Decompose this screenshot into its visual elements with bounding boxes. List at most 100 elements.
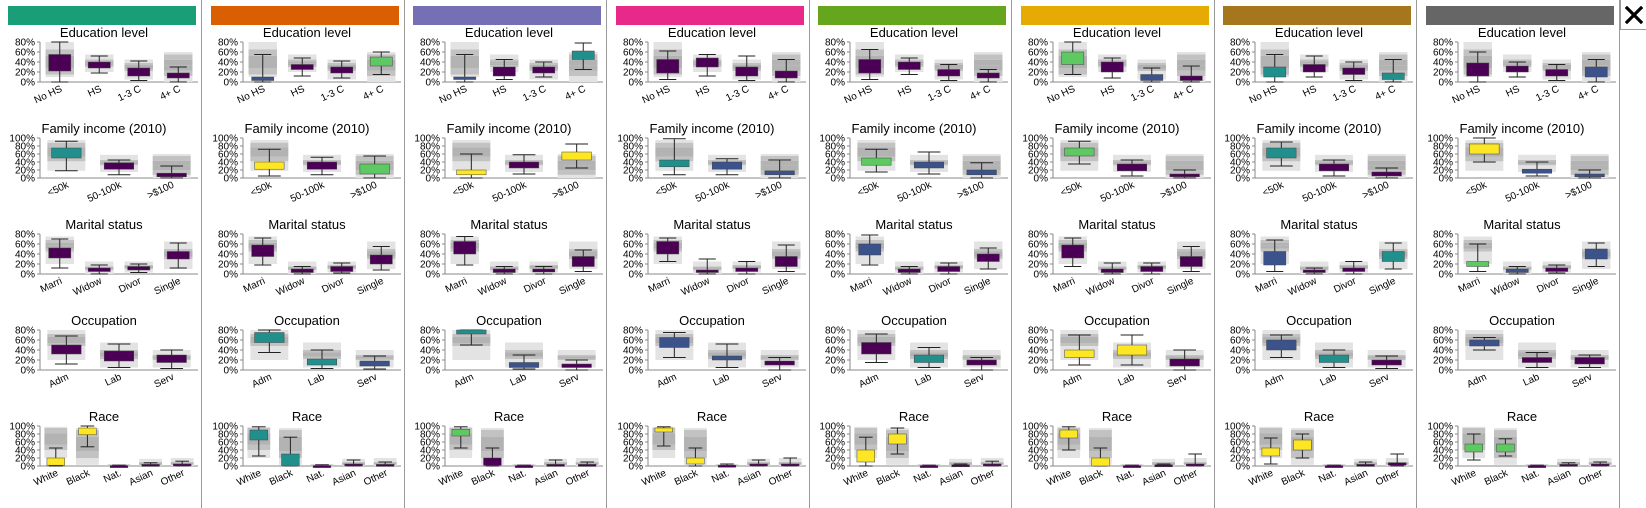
chart-1: Family income (2010) 0%20%40%60%80%100% <5… — [819, 121, 1008, 205]
x-tick-label: Black — [1280, 467, 1308, 488]
y-tick-label: 80% — [1432, 142, 1452, 153]
box-Black — [1495, 438, 1515, 457]
box-HS — [897, 57, 921, 75]
box-White — [46, 447, 65, 467]
y-tick-label: 40% — [1230, 250, 1250, 261]
box-Lab — [306, 349, 337, 369]
y-tick-label: 40% — [825, 446, 845, 457]
box-Lab — [711, 343, 742, 368]
chart-0: Education level 0%20%40%60%80% No HS HS 1-3 … — [1230, 25, 1413, 106]
x-tick-label: Marri — [849, 276, 874, 296]
chart-title: Occupation — [679, 313, 745, 328]
y-tick-label: 60% — [622, 438, 642, 449]
close-button[interactable] — [1620, 0, 1646, 30]
y-tick-label: 20% — [622, 68, 642, 79]
x-tick-label: 1-3 C — [724, 84, 751, 104]
x-tick-label: 4+ C — [766, 84, 790, 103]
y-tick-label: 80% — [15, 326, 35, 337]
y-tick-label: 80% — [15, 230, 35, 241]
y-tick-label: 0% — [831, 462, 846, 473]
box-Nat. — [514, 464, 534, 468]
y-tick-label: 40% — [825, 158, 845, 169]
chart-4: Race 0%20%40%60%80%100% White Black Nat. Asia… — [9, 409, 198, 489]
box-White — [856, 436, 875, 467]
y-tick-label: 60% — [622, 336, 642, 347]
y-tick-label: 40% — [1230, 446, 1250, 457]
box-1-3 C — [1342, 61, 1366, 81]
box-Asian — [748, 459, 768, 467]
y-tick-label: 60% — [1027, 438, 1047, 449]
chart-title: Occupation — [71, 313, 137, 328]
x-tick-label: Single — [558, 276, 588, 298]
y-tick-label: 80% — [1027, 430, 1047, 441]
x-tick-label: Lab — [508, 372, 528, 389]
y-tick-label: 20% — [622, 166, 642, 177]
x-tick-label: Lab — [913, 372, 933, 389]
chart-title: Marital status — [875, 217, 953, 232]
y-tick-label: 20% — [1027, 68, 1047, 79]
y-tick-label: 40% — [217, 446, 237, 457]
y-tick-label: 0% — [426, 366, 441, 377]
x-tick-label: 4+ C — [968, 84, 992, 103]
y-tick-label: 0% — [223, 462, 238, 473]
x-tick-label: No HS — [1248, 84, 1280, 107]
box-White — [1464, 433, 1483, 461]
y-tick-label: 60% — [825, 336, 845, 347]
chart-panel-7: Education level 0% 20% 40% 60% 80% No HS HS 1-3 … — [1215, 0, 1417, 508]
x-tick-label: 1-3 C — [521, 84, 548, 104]
y-tick-label: 40% — [1230, 158, 1250, 169]
y-tick-label: 80% — [1230, 38, 1250, 49]
y-tick-label: 60% — [420, 336, 440, 347]
x-tick-label: HS — [896, 84, 914, 100]
x-tick-label: Nat. — [102, 468, 123, 486]
box-Asian — [546, 459, 565, 467]
y-tick-label: 80% — [1027, 230, 1047, 241]
y-tick-label: 0% — [21, 270, 36, 281]
box-50-100k — [1521, 161, 1552, 177]
box-Black — [1293, 433, 1312, 459]
box-4+ C — [369, 51, 393, 75]
box->$100 — [561, 143, 592, 169]
x-tick-label: Black — [267, 467, 295, 488]
box-4+ C — [1584, 59, 1608, 83]
chart-0: Education level 0%20%40%60%80% No HS HS 1-3 … — [1432, 25, 1616, 106]
y-tick-label: 0% — [426, 174, 441, 185]
box-Marri — [1263, 239, 1287, 272]
box-Divor — [937, 262, 961, 275]
box->$100 — [156, 165, 187, 179]
y-tick-label: 20% — [1230, 356, 1250, 367]
y-tick-label: 20% — [622, 454, 642, 465]
box-No HS — [1465, 51, 1489, 83]
y-tick-label: 100% — [1224, 422, 1250, 433]
y-tick-label: 20% — [1027, 356, 1047, 367]
x-tick-label: Widow — [1287, 275, 1320, 298]
y-tick-label: 40% — [420, 58, 440, 69]
chart-title: Education level — [465, 25, 553, 40]
box-50-100k — [913, 151, 945, 175]
box-50-100k — [103, 159, 135, 176]
x-tick-label: Black — [672, 467, 700, 488]
y-tick-label: 0% — [1236, 366, 1251, 377]
y-tick-label: 40% — [1432, 58, 1452, 69]
box-Nat. — [1527, 464, 1546, 468]
chart-title: Race — [1304, 409, 1334, 424]
y-tick-label: 20% — [15, 166, 35, 177]
chart-0: Education level 0%20%40%60%80% No HS HS 1-3 … — [622, 25, 806, 106]
y-tick-label: 20% — [15, 454, 35, 465]
y-tick-label: 100% — [1224, 134, 1250, 145]
box-White — [451, 426, 470, 449]
box-HS — [1505, 61, 1529, 78]
y-tick-label: 60% — [1027, 336, 1047, 347]
y-tick-label: 100% — [212, 134, 238, 145]
chart-panel-4: Education level 0% 20% 40% 60% 80% No HS HS 1-3 … — [608, 0, 810, 508]
y-tick-label: 100% — [617, 134, 643, 145]
y-tick-label: 60% — [1432, 438, 1452, 449]
y-tick-label: 0% — [1033, 78, 1048, 89]
x-tick-label: Adm — [857, 372, 880, 391]
x-tick-label: 50-100k — [693, 179, 731, 205]
x-tick-label: Asian — [1140, 468, 1167, 489]
box-HS — [290, 57, 314, 77]
box-No HS — [1263, 54, 1287, 83]
y-tick-label: 60% — [217, 150, 237, 161]
chart-title: Family income (2010) — [1054, 121, 1179, 136]
